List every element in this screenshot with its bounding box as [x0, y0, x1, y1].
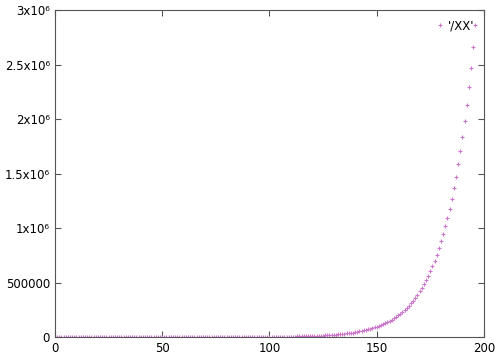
Legend: '/XX': '/XX': [432, 16, 478, 36]
